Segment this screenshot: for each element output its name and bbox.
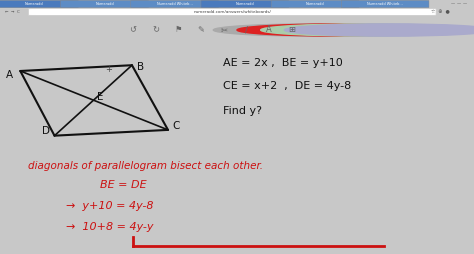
Text: AE = 2x ,  BE = y+10: AE = 2x , BE = y+10 [223, 58, 343, 68]
Circle shape [284, 24, 474, 36]
Text: Numeradd: Numeradd [95, 2, 114, 6]
Text: /: / [245, 25, 248, 35]
Text: E: E [97, 92, 103, 102]
Text: Find y?: Find y? [223, 106, 262, 116]
Text: Numeradd Whiteb...: Numeradd Whiteb... [157, 2, 192, 6]
Text: ↺: ↺ [129, 25, 136, 35]
Text: ☆  ⊕  ●: ☆ ⊕ ● [431, 9, 450, 14]
FancyBboxPatch shape [201, 0, 289, 8]
FancyBboxPatch shape [271, 0, 359, 8]
Text: —: — [451, 2, 455, 6]
Text: B: B [137, 62, 144, 72]
Text: —: — [457, 2, 461, 6]
FancyBboxPatch shape [28, 9, 436, 15]
Text: ✎: ✎ [198, 25, 204, 35]
Text: ⊞: ⊞ [289, 25, 295, 35]
Text: ←  →  C: ← → C [5, 10, 19, 14]
Text: ⚑: ⚑ [174, 25, 182, 35]
FancyBboxPatch shape [61, 0, 148, 8]
Text: Numeradd: Numeradd [236, 2, 254, 6]
Text: —: — [463, 2, 467, 6]
FancyBboxPatch shape [341, 0, 429, 8]
Text: →  10+8 = 4y-y: → 10+8 = 4y-y [66, 222, 154, 232]
Text: CE = x+2  ,  DE = 4y-8: CE = x+2 , DE = 4y-8 [223, 81, 351, 91]
Text: BE = DE: BE = DE [100, 180, 146, 190]
Text: A: A [6, 70, 13, 80]
Text: ✂: ✂ [220, 25, 227, 35]
Text: D: D [42, 126, 50, 136]
Text: diagonals of parallelogram bisect each other.: diagonals of parallelogram bisect each o… [28, 161, 264, 171]
Text: A: A [266, 25, 272, 35]
FancyBboxPatch shape [131, 0, 219, 8]
Circle shape [237, 24, 446, 36]
Text: →  y+10 = 4y-8: → y+10 = 4y-8 [66, 201, 154, 211]
Text: +: + [105, 65, 112, 74]
FancyBboxPatch shape [0, 0, 78, 8]
Circle shape [213, 24, 422, 36]
Text: Numeradd: Numeradd [306, 2, 324, 6]
Text: numeradd.com/answers/whiteboards/: numeradd.com/answers/whiteboards/ [193, 10, 271, 14]
Text: C: C [173, 121, 180, 131]
Text: Numeradd Whiteb...: Numeradd Whiteb... [367, 2, 403, 6]
Text: ↻: ↻ [152, 25, 159, 35]
Text: Numeradd: Numeradd [25, 2, 44, 6]
Circle shape [261, 24, 469, 36]
